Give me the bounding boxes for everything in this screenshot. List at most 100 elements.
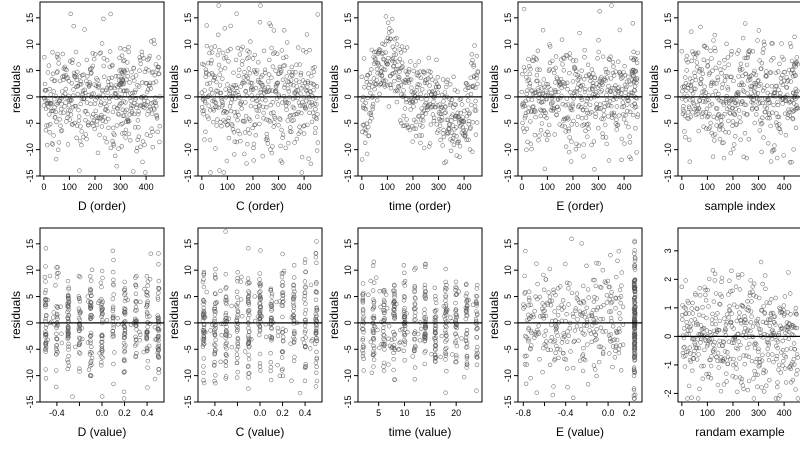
plot-frame (357, 1, 483, 177)
data-point (456, 138, 461, 144)
data-point (601, 112, 607, 118)
data-point (474, 309, 479, 314)
data-point (50, 71, 56, 77)
data-point (459, 102, 465, 107)
data-point (775, 380, 780, 385)
data-point (632, 304, 637, 310)
data-point (219, 321, 224, 326)
data-point (370, 106, 375, 112)
data-point (157, 123, 162, 129)
data-point (121, 370, 127, 375)
data-point (156, 327, 162, 332)
data-point (284, 74, 289, 79)
data-point (438, 354, 443, 360)
data-point (209, 45, 214, 50)
data-point (235, 369, 240, 375)
data-point (573, 308, 578, 313)
data-point (307, 99, 312, 105)
data-point (617, 311, 622, 316)
data-point (623, 86, 629, 92)
data-point (605, 278, 611, 284)
data-point (76, 294, 82, 299)
data-point (536, 138, 541, 143)
data-point (360, 281, 366, 286)
data-point (291, 283, 296, 288)
data-point (632, 300, 638, 305)
data-point (284, 54, 289, 59)
data-point (45, 70, 51, 75)
data-point (581, 346, 586, 351)
data-point (413, 296, 418, 301)
data-point (605, 70, 611, 75)
data-point (610, 344, 616, 349)
data-point (224, 109, 229, 115)
data-point (155, 297, 161, 302)
data-point (465, 344, 470, 350)
data-point (361, 330, 366, 335)
data-point (235, 295, 240, 300)
data-point (613, 306, 618, 311)
x-tick-label: 300 (591, 182, 606, 192)
data-point (368, 110, 373, 116)
data-point (594, 327, 599, 332)
data-point (119, 53, 125, 58)
data-point (122, 298, 128, 304)
data-point (473, 132, 479, 137)
data-point (776, 367, 781, 372)
data-point (444, 84, 449, 90)
data-point (577, 76, 582, 81)
data-point (366, 124, 371, 130)
data-point (600, 329, 605, 334)
data-point (760, 100, 765, 106)
data-point (432, 115, 437, 121)
x-tick-label: 200 (565, 182, 580, 192)
data-point (382, 287, 387, 293)
data-point (133, 87, 138, 93)
data-point (202, 137, 207, 142)
data-point (219, 123, 224, 129)
y-tick-label: 5 (343, 68, 353, 73)
data-point (372, 86, 377, 92)
data-point (631, 373, 637, 378)
data-point (232, 139, 238, 144)
x-tick-label: 200 (245, 182, 260, 192)
data-point (99, 284, 104, 290)
data-point (422, 333, 427, 338)
data-point (123, 100, 128, 105)
data-point (92, 52, 98, 57)
data-point (404, 311, 409, 316)
data-point (584, 320, 590, 325)
data-point (548, 339, 553, 344)
data-point (124, 67, 130, 73)
data-point (573, 58, 579, 63)
data-point (360, 336, 366, 341)
data-point (777, 305, 782, 310)
data-point (528, 119, 533, 124)
data-point (699, 76, 704, 82)
data-point (117, 103, 122, 109)
data-point (712, 138, 717, 143)
data-point (137, 338, 143, 343)
data-point (257, 332, 262, 338)
data-point (453, 339, 458, 344)
data-point (98, 50, 104, 55)
data-point (474, 300, 479, 305)
data-point (794, 60, 799, 65)
data-point (412, 302, 418, 307)
data-point (631, 57, 636, 62)
data-point (47, 86, 52, 92)
data-point (709, 336, 714, 342)
data-point (609, 115, 615, 120)
data-point (42, 95, 47, 101)
data-point (721, 382, 727, 387)
data-point (461, 128, 466, 133)
data-point (304, 32, 310, 37)
data-point (233, 83, 239, 88)
data-point (791, 147, 796, 152)
data-point (268, 377, 274, 383)
data-point (700, 376, 705, 381)
data-point (600, 135, 606, 140)
data-point (43, 367, 48, 372)
data-point (618, 300, 623, 306)
data-point (108, 145, 114, 151)
